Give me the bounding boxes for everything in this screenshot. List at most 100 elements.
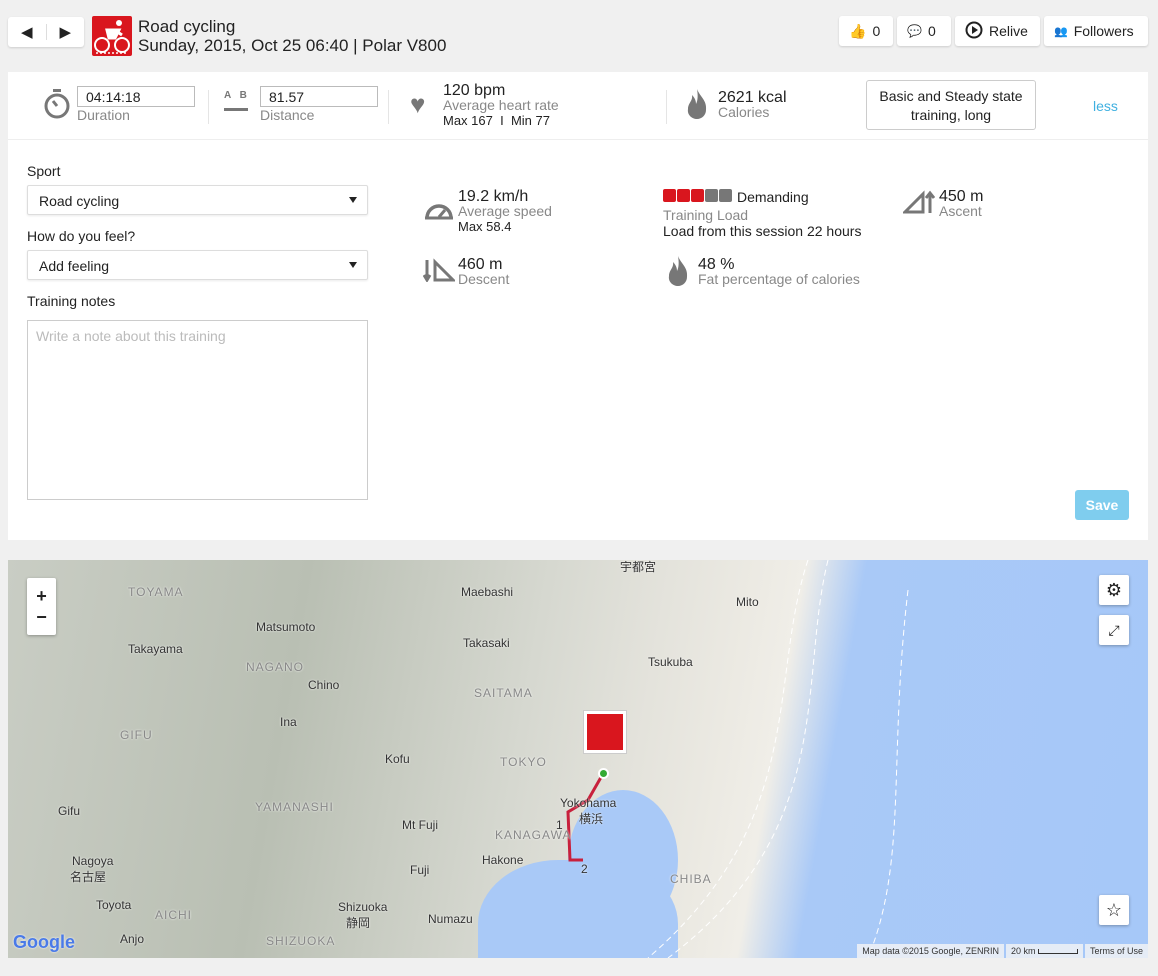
activity-title: Road cycling Sunday, 2015, Oct 25 06:40 … [138,17,446,55]
map-label: Takayama [128,642,183,656]
training-load-bar [719,189,732,202]
map-label: TOYAMA [128,585,184,599]
route-map[interactable]: 1 2 + − ⚙ ⤢ ☆ Google TOYAMA Matsumoto Maeb… [8,560,1148,958]
map-label: Hakone [482,853,524,867]
fullscreen-icon: ⤢ [1108,621,1120,638]
start-marker [598,768,609,779]
stopwatch-icon [43,88,71,120]
map-label: KANAGAWA [495,828,572,842]
ascent-icon [903,190,935,214]
map-label: SHIZUOKA [266,934,336,948]
map-label: Toyota [96,898,132,912]
caret-down-icon [349,197,357,203]
activity-marker[interactable] [583,710,627,754]
speedometer-icon [424,198,454,220]
scale-bar [1037,949,1078,954]
my-location-button[interactable]: ⚙ [1099,575,1129,605]
training-load-bar [691,189,704,202]
save-button[interactable]: Save [1075,490,1129,520]
map-label: Tsukuba [648,655,693,669]
map-label: Nagoya [72,854,114,868]
previous-activity-button[interactable]: ◀ [20,24,33,41]
zoom-out-button[interactable]: − [36,606,47,627]
sport-label: Sport [27,163,61,179]
gear-locate-icon: ⚙ [1105,579,1123,600]
feeling-label: How do you feel? [27,228,136,244]
map-footer: Map data ©2015 Google, ZENRIN 20 km Term… [857,944,1148,958]
map-label: 名古屋 [70,870,107,884]
relive-label: Relive [989,23,1028,39]
training-notes-input[interactable] [27,320,368,500]
star-icon: ☆ [1105,899,1123,920]
caret-down-icon [349,262,357,268]
map-label: 宇都宮 [620,560,657,574]
map-label: 横浜 [579,812,604,826]
zoom-in-button[interactable]: + [36,585,47,606]
fat-percentage-label: Fat percentage of calories [698,271,860,287]
sport-name: Road cycling [138,17,236,36]
training-load-bar [663,189,676,202]
map-label: Chino [308,678,340,692]
map-label: NAGANO [246,660,305,674]
map-label: AICHI [155,908,193,922]
map-label: Matsumoto [256,620,316,634]
relive-button[interactable]: Relive [955,16,1040,46]
map-label: Takasaki [463,636,510,650]
ascent-value: 450 m [939,188,984,205]
flame-icon [686,88,708,120]
heart-rate-label: Average heart rate [443,97,559,113]
google-logo: Google [13,932,75,952]
training-load-bars [663,189,732,202]
less-link[interactable]: less [1093,98,1118,114]
sport-select-value: Road cycling [39,193,120,209]
duration-label: Duration [77,107,130,123]
speed-label: Average speed [458,203,552,219]
map-attribution: Map data ©2015 Google, ZENRIN [857,944,1004,958]
map-label: Yokohama [560,796,617,810]
next-activity-button[interactable]: ▶ [59,24,72,41]
map-label: Shizuoka [338,900,388,914]
heart-rate-value: 120 bpm [443,82,506,99]
terms-of-use-link[interactable]: Terms of Use [1084,944,1148,958]
map-label: SAITAMA [474,686,533,700]
comment-icon: 💬 [907,24,922,38]
feeling-select-value: Add feeling [39,258,110,274]
training-load-bar [677,189,690,202]
distance-label: Distance [260,107,315,123]
map-label: Mito [736,595,759,609]
map-label: TOKYO [500,755,547,769]
duration-field[interactable]: 04:14:18 [77,86,195,107]
activity-nav: ◀ ▶ [8,17,84,47]
activity-date-device: Sunday, 2015, Oct 25 06:40 | Polar V800 [138,36,447,55]
sagami-bay [478,860,678,958]
fat-percentage-value: 48 % [698,256,735,273]
followers-button[interactable]: 👥 Followers [1044,16,1148,46]
ascent-label: Ascent [939,203,982,219]
distance-field[interactable]: 81.57 [260,86,378,107]
speed-max: Max 58.4 [458,219,512,234]
favorite-button[interactable]: ☆ [1099,895,1129,925]
map-label: Numazu [428,912,473,926]
map-label: Maebashi [461,585,514,599]
people-icon: 👥 [1054,25,1068,38]
like-count: 0 [872,23,881,39]
zoom-controls: + − [27,578,56,635]
followers-label: Followers [1073,23,1134,39]
feeling-select[interactable]: Add feeling [27,250,368,280]
comment-button[interactable]: 💬 0 [897,16,951,46]
route-marker-1: 1 [556,818,563,832]
route-line [566,560,909,958]
descent-label: Descent [458,271,510,287]
fullscreen-button[interactable]: ⤢ [1099,615,1129,645]
heart-rate-range: Max 167 I Min 77 [443,113,550,128]
training-load-bar [705,189,718,202]
map-scale: 20 km [1005,944,1083,958]
sport-select[interactable]: Road cycling [27,185,368,215]
divider [388,90,389,124]
calories-value: 2621 kcal [718,89,787,106]
divider [666,90,667,124]
map-label: Kofu [385,752,410,766]
map-label: YAMANASHI [255,800,334,814]
like-button[interactable]: 👍 0 [839,16,893,46]
training-load-label: Training Load [663,207,749,223]
